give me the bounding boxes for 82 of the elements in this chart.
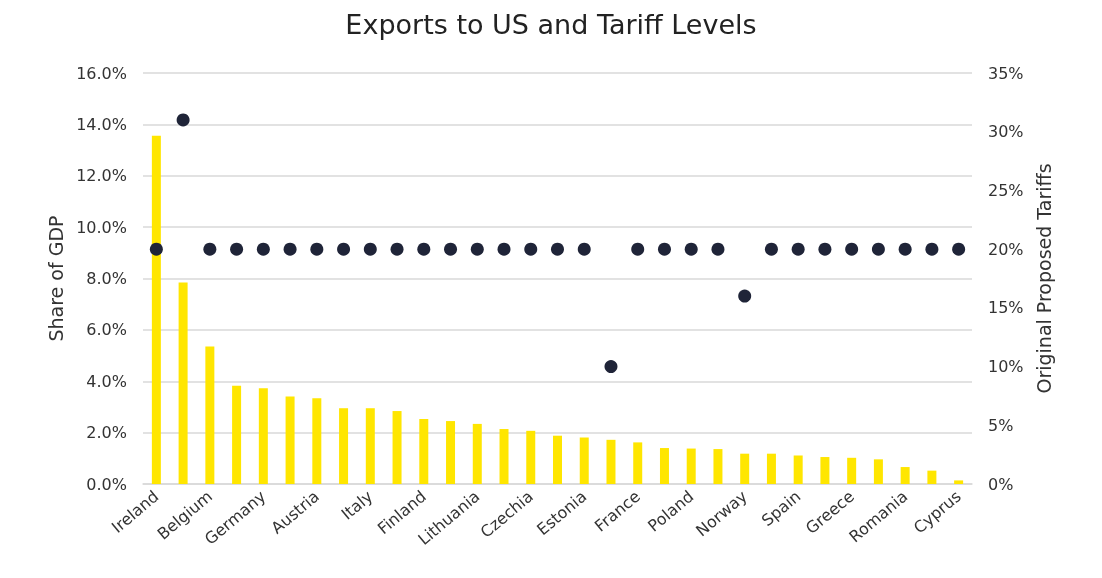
point (845, 242, 859, 256)
point (952, 242, 966, 256)
y-tick-label: 0.0% (86, 474, 127, 494)
point (657, 242, 671, 256)
bar (740, 453, 750, 484)
bar (579, 437, 589, 484)
point (203, 242, 217, 256)
bar (526, 430, 536, 484)
bar (659, 448, 669, 484)
point (764, 242, 778, 256)
bar (232, 385, 242, 484)
y-tick-label: 2.0% (86, 423, 127, 443)
bar (793, 455, 803, 484)
point (149, 242, 163, 256)
bar (472, 423, 482, 484)
point (363, 242, 377, 256)
point (176, 113, 190, 127)
point (444, 242, 458, 256)
bar (285, 396, 295, 484)
point (791, 242, 805, 256)
point (684, 242, 698, 256)
y2-tick-label: 15% (988, 298, 1024, 318)
y-tick-label: 14.0% (76, 114, 127, 134)
point (283, 242, 297, 256)
bar (900, 467, 910, 484)
y-tick-label: 4.0% (86, 371, 127, 391)
bar (151, 135, 161, 484)
point (390, 242, 404, 256)
bar (312, 398, 322, 484)
bar (446, 421, 456, 484)
bar (873, 459, 883, 484)
bar (419, 419, 429, 484)
y2-tick-label: 0% (988, 474, 1014, 494)
bar (954, 480, 964, 484)
point (256, 242, 270, 256)
y-tick-label: 10.0% (76, 217, 127, 237)
point (524, 242, 538, 256)
bar (178, 282, 188, 484)
point (417, 242, 431, 256)
bar (499, 429, 509, 484)
y-tick-label: 8.0% (86, 269, 127, 288)
point (551, 242, 564, 256)
y2-tick-label: 20% (988, 239, 1024, 259)
point (871, 242, 885, 256)
bar (633, 442, 643, 484)
bar (365, 408, 375, 484)
point (577, 242, 591, 256)
bar (686, 448, 696, 484)
point (898, 242, 912, 256)
point (604, 360, 618, 374)
bar (847, 457, 857, 484)
bar (713, 449, 723, 484)
point (337, 242, 351, 256)
bar (927, 470, 937, 484)
point (230, 242, 244, 256)
bar (258, 388, 268, 484)
bar (606, 439, 616, 484)
bar (339, 408, 349, 484)
y-tick-label: 6.0% (86, 320, 127, 340)
y2-tick-label: 35% (988, 63, 1024, 83)
y2-tick-label: 5% (988, 415, 1014, 435)
point (818, 242, 832, 256)
y-axis-title: Share of GDP (44, 215, 67, 342)
y2-tick-label: 30% (988, 122, 1024, 142)
point (631, 242, 645, 256)
point (738, 289, 752, 303)
point (497, 242, 511, 256)
y-tick-label: 12.0% (76, 166, 127, 186)
chart-title: Exports to US and Tariff Levels (345, 9, 757, 40)
bar (820, 457, 830, 484)
point (711, 242, 725, 256)
y2-tick-label: 10% (988, 357, 1024, 377)
point (310, 242, 324, 256)
bar (205, 346, 215, 484)
y2-axis-title: Original Proposed Tariffs (1032, 163, 1055, 394)
point (925, 242, 939, 256)
y2-tick-label: 25% (988, 180, 1024, 200)
bar (553, 435, 562, 484)
bar (392, 411, 402, 484)
point (470, 242, 484, 256)
bar (766, 453, 776, 484)
y-tick-label: 16.0% (76, 63, 127, 83)
